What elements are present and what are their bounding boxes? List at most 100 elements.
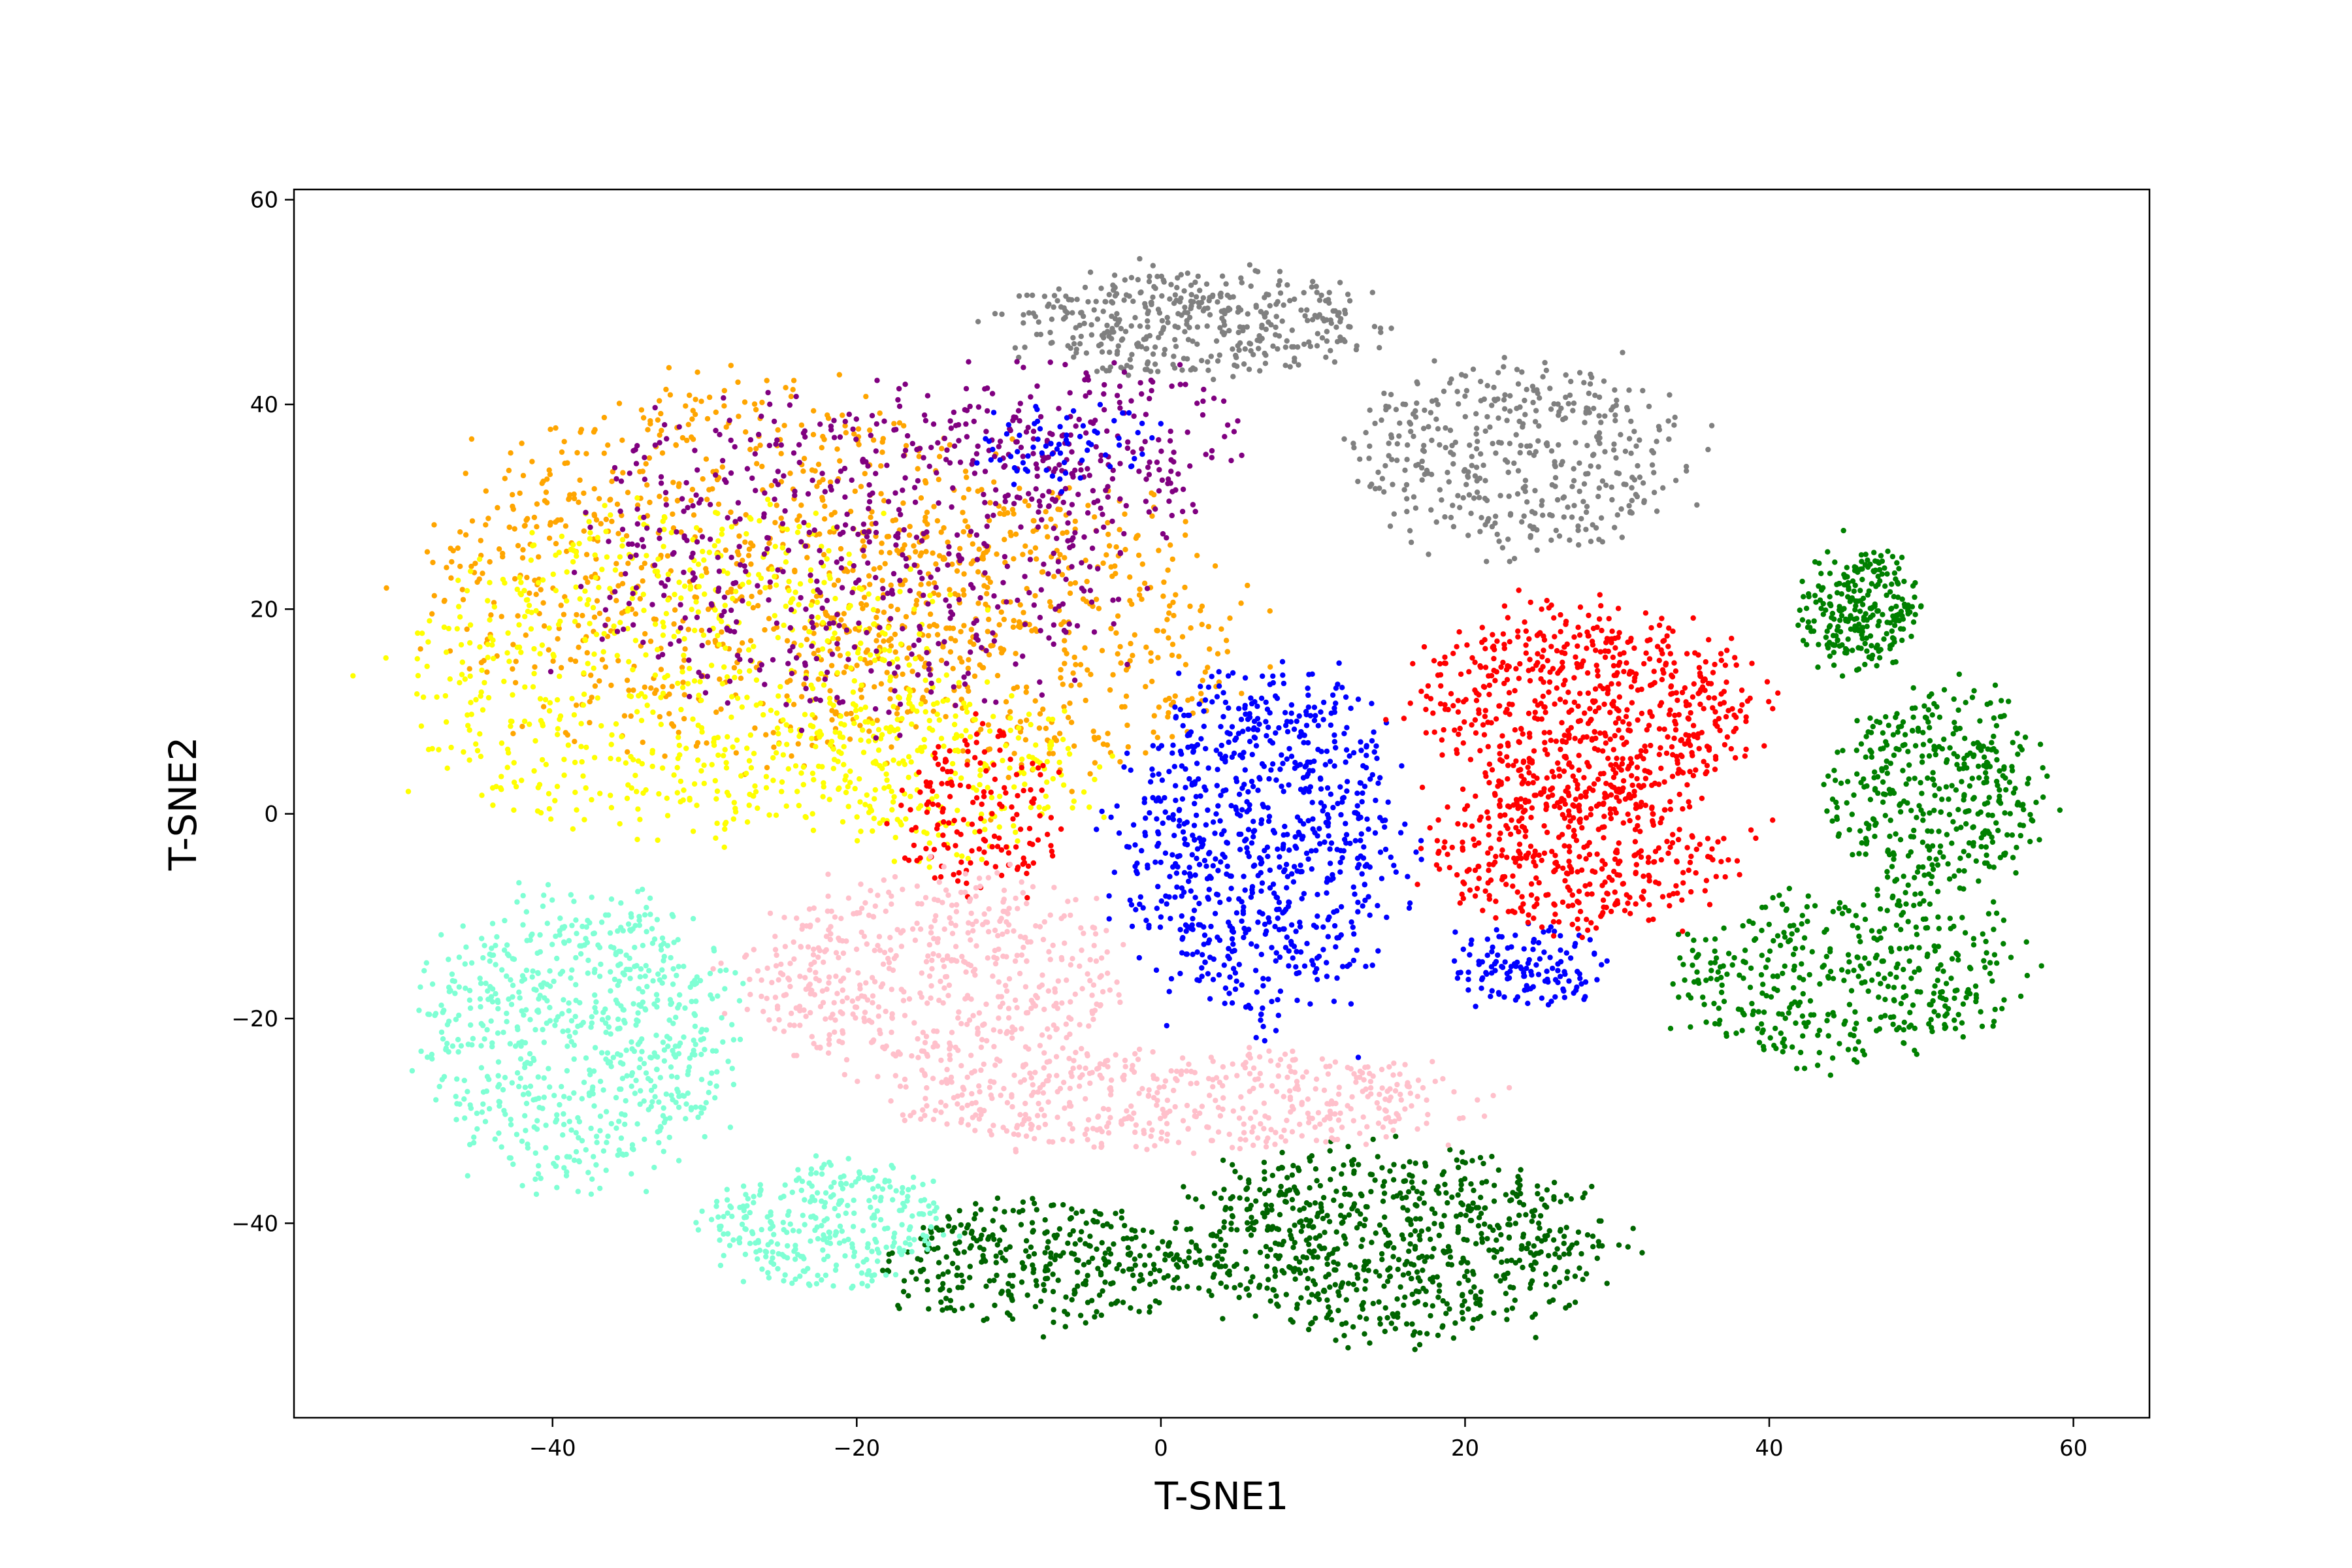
data-point xyxy=(474,747,481,754)
data-point xyxy=(659,427,664,434)
data-point xyxy=(779,779,785,785)
data-point xyxy=(1106,916,1112,922)
data-point xyxy=(923,417,929,423)
data-point xyxy=(949,561,955,567)
data-point xyxy=(715,538,721,544)
data-point xyxy=(772,519,778,526)
data-point xyxy=(1530,399,1536,406)
data-point xyxy=(681,787,687,793)
data-point xyxy=(988,457,994,463)
data-point xyxy=(924,830,930,836)
data-point xyxy=(698,573,705,579)
data-point xyxy=(1298,762,1303,768)
data-point xyxy=(1522,489,1528,495)
data-point xyxy=(1301,740,1307,745)
data-point xyxy=(903,443,909,449)
data-point xyxy=(879,732,885,738)
data-point xyxy=(1177,853,1183,859)
data-point xyxy=(774,725,781,731)
data-point xyxy=(1139,391,1145,397)
data-point xyxy=(699,729,705,735)
data-point xyxy=(1324,329,1330,335)
data-point xyxy=(1122,511,1128,517)
data-point xyxy=(867,427,873,433)
data-point xyxy=(837,434,843,440)
data-point xyxy=(591,755,598,760)
data-point xyxy=(979,811,985,817)
data-point xyxy=(923,678,928,683)
data-point xyxy=(698,497,704,502)
data-point xyxy=(1301,341,1307,348)
data-point xyxy=(1496,991,1502,998)
data-point xyxy=(958,775,964,781)
data-point xyxy=(968,529,974,534)
data-point xyxy=(591,512,597,517)
data-point xyxy=(690,436,696,442)
data-point xyxy=(1581,380,1587,385)
data-point xyxy=(1299,896,1305,902)
data-point xyxy=(1396,433,1402,439)
data-point xyxy=(1037,711,1043,717)
data-point xyxy=(1446,479,1452,485)
data-point xyxy=(1298,949,1304,955)
data-point xyxy=(1090,487,1096,494)
data-point xyxy=(1093,596,1100,602)
data-point xyxy=(634,443,640,449)
data-point xyxy=(1147,779,1154,785)
data-point xyxy=(1152,286,1158,291)
data-point xyxy=(716,642,722,647)
data-point xyxy=(1582,710,1588,716)
data-point xyxy=(1154,627,1160,634)
data-point xyxy=(619,512,625,519)
data-point xyxy=(1230,294,1236,300)
data-point xyxy=(1402,821,1408,827)
data-point xyxy=(652,404,658,411)
data-point xyxy=(981,698,988,704)
data-point xyxy=(1137,323,1143,329)
data-point xyxy=(1593,525,1599,531)
data-point xyxy=(1248,283,1254,289)
data-point xyxy=(510,492,515,498)
data-point xyxy=(953,423,959,429)
data-point xyxy=(1357,456,1363,462)
data-point xyxy=(1011,482,1017,487)
data-point xyxy=(836,623,842,629)
data-point xyxy=(653,687,659,693)
data-point xyxy=(892,688,898,694)
data-point xyxy=(1512,932,1518,938)
data-point xyxy=(1151,492,1157,498)
data-point xyxy=(790,387,796,393)
data-point xyxy=(785,547,792,553)
data-point xyxy=(1364,753,1369,759)
data-point xyxy=(874,717,880,723)
data-point xyxy=(731,800,738,806)
data-point xyxy=(1373,797,1379,804)
data-point xyxy=(1022,344,1028,350)
data-point xyxy=(1367,912,1373,919)
data-point xyxy=(1367,776,1373,782)
data-point xyxy=(517,591,523,596)
data-point xyxy=(424,663,430,670)
data-point xyxy=(784,527,791,532)
data-point xyxy=(637,817,643,823)
data-point xyxy=(598,521,604,527)
data-point xyxy=(1238,600,1244,606)
data-point xyxy=(602,502,608,508)
data-point xyxy=(1108,814,1114,821)
data-point xyxy=(1558,933,1563,939)
data-point xyxy=(1219,316,1225,321)
data-point xyxy=(1043,443,1049,449)
data-point xyxy=(1276,725,1282,731)
data-point xyxy=(648,685,654,691)
data-point xyxy=(1518,964,1524,970)
data-point xyxy=(1547,955,1553,960)
data-point xyxy=(721,387,728,394)
data-point xyxy=(918,581,924,587)
data-point xyxy=(1331,998,1337,1004)
data-point xyxy=(704,497,710,502)
data-point xyxy=(1614,470,1620,476)
data-point xyxy=(1188,729,1194,735)
data-point xyxy=(1121,369,1128,375)
data-point xyxy=(951,409,957,416)
data-point xyxy=(1326,300,1332,306)
